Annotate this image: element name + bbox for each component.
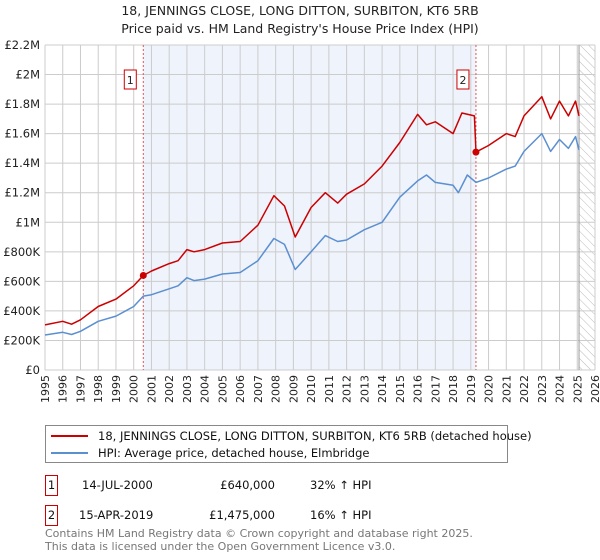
x-tick-label: 2005: [216, 375, 229, 403]
y-tick-label: £200K: [3, 333, 40, 347]
sale-marker-box: [456, 69, 470, 90]
x-tick-label: 2017: [429, 375, 442, 403]
x-tick-label: 2024: [554, 375, 567, 403]
x-tick-label: 2025: [571, 375, 584, 403]
transaction-date: 14-JUL-2000: [82, 478, 153, 492]
transaction-row: 1 14-JUL-2000 £640,000 32% ↑ HPI: [45, 475, 445, 497]
legend-swatch-hpi: [51, 452, 88, 454]
hpi-series-line: [44, 132, 580, 336]
y-tick-label: £0: [25, 363, 40, 377]
transaction-number: 2: [45, 505, 58, 526]
x-tick-label: 2012: [341, 375, 354, 403]
footer-licence: This data is licensed under the Open Gov…: [45, 540, 396, 553]
x-tick-label: 2016: [412, 375, 425, 403]
x-tick-label: 2018: [447, 375, 460, 403]
transaction-date: 15-APR-2019: [79, 508, 154, 522]
y-tick-label: £1.2M: [4, 186, 40, 200]
transaction-hpi: 16% ↑ HPI: [310, 508, 372, 522]
transaction-row: 2 15-APR-2019 £1,475,000 16% ↑ HPI: [45, 505, 445, 527]
x-tick-label: 2019: [465, 375, 478, 403]
transaction-hpi: 32% ↑ HPI: [310, 478, 372, 492]
x-tick-label: 2004: [199, 375, 212, 403]
chart-title: 18, JENNINGS CLOSE, LONG DITTON, SURBITO…: [121, 3, 478, 18]
y-tick-label: £600K: [3, 274, 40, 288]
legend-swatch-property: [51, 435, 88, 437]
sale-point: [472, 148, 480, 156]
legend-label-property: 18, JENNINGS CLOSE, LONG DITTON, SURBITO…: [98, 429, 532, 443]
x-tick-label: 2022: [518, 375, 531, 403]
y-tick-label: £1.4M: [4, 156, 40, 170]
x-tick-label: 2001: [145, 375, 158, 403]
sale-marker-label: 2: [459, 74, 466, 87]
x-tick-label: 1996: [57, 375, 70, 403]
x-tick-label: 2002: [163, 375, 176, 403]
x-tick-label: 2026: [589, 375, 600, 403]
shaded-period: [143, 45, 476, 370]
x-tick-label: 2000: [128, 375, 141, 403]
chart-subtitle: Price paid vs. HM Land Registry's House …: [121, 21, 478, 36]
legend-item-property: 18, JENNINGS CLOSE, LONG DITTON, SURBITO…: [51, 427, 532, 445]
sale-marker-label: 1: [127, 74, 134, 87]
x-tick-label: 1999: [110, 375, 123, 403]
legend: 18, JENNINGS CLOSE, LONG DITTON, SURBITO…: [45, 425, 532, 463]
y-tick-label: £1.8M: [4, 97, 40, 111]
x-tick-label: 2021: [500, 375, 513, 403]
price-chart: 18, JENNINGS CLOSE, LONG DITTON, SURBITO…: [3, 3, 600, 403]
x-tick-label: 2009: [287, 375, 300, 403]
footer: Contains HM Land Registry data © Crown c…: [45, 527, 473, 553]
y-tick-label: £2M: [15, 68, 40, 82]
x-tick-label: 2020: [483, 375, 496, 403]
x-tick-label: 2013: [358, 375, 371, 403]
x-tick-label: 1998: [92, 375, 105, 403]
y-tick-label: £1.6M: [4, 127, 40, 141]
y-tick-label: £2.2M: [4, 38, 40, 52]
sale-point: [139, 271, 147, 279]
x-tick-label: 2008: [270, 375, 283, 403]
legend-item-hpi: HPI: Average price, detached house, Elmb…: [51, 444, 369, 462]
y-tick-label: £400K: [3, 304, 40, 318]
x-tick-label: 2015: [394, 375, 407, 403]
y-tick-label: £1M: [15, 215, 40, 229]
transaction-price: £1,475,000: [209, 508, 275, 522]
x-tick-label: 2006: [234, 375, 247, 403]
x-tick-label: 2023: [536, 375, 549, 403]
x-tick-label: 2007: [252, 375, 265, 403]
transaction-number: 1: [45, 475, 58, 496]
x-tick-label: 1995: [39, 375, 52, 403]
transaction-price: £640,000: [220, 478, 275, 492]
x-tick-label: 2010: [305, 375, 318, 403]
x-tick-label: 2014: [376, 375, 389, 403]
x-tick-label: 1997: [74, 375, 87, 403]
x-tick-label: 2003: [181, 375, 194, 403]
legend-label-hpi: HPI: Average price, detached house, Elmb…: [98, 446, 370, 460]
x-tick-label: 2011: [323, 375, 336, 403]
y-tick-label: £800K: [3, 245, 40, 259]
footer-copyright: Contains HM Land Registry data © Crown c…: [45, 527, 473, 540]
sale-marker-box: [123, 69, 137, 90]
forecast-hatch: [579, 45, 595, 370]
